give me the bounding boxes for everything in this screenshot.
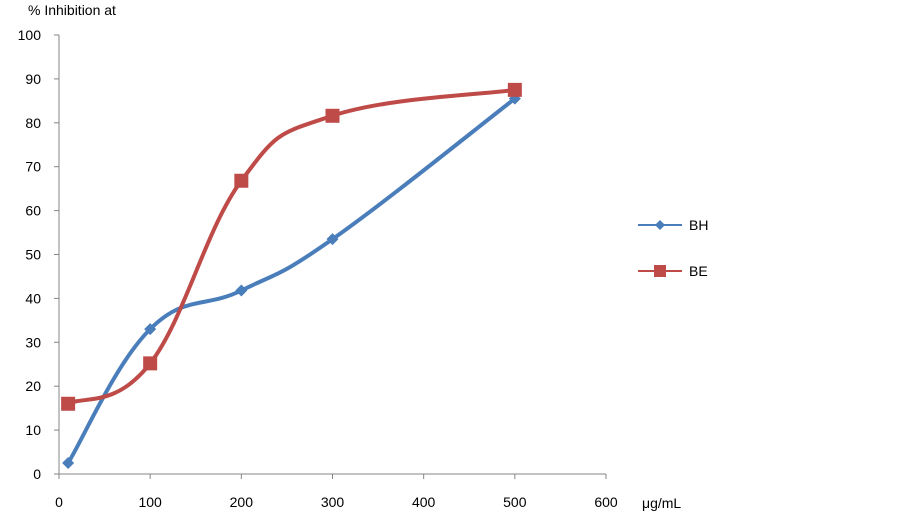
- series-be: [61, 82, 522, 411]
- y-axis-ticks: 0 10 20 30 40 50 60 70 80 90 100: [18, 27, 59, 482]
- series-bh: [62, 92, 521, 470]
- legend-label-be: BE: [689, 263, 708, 279]
- data-point-be: [507, 82, 522, 97]
- series-line-bh: [66, 96, 517, 466]
- y-tick-label: 30: [25, 334, 41, 350]
- data-point-be: [143, 356, 158, 371]
- x-tick-label: 300: [321, 494, 345, 510]
- x-axis-ticks: 0 100 200 300 400 500 600: [55, 474, 618, 510]
- y-tick-label: 50: [25, 247, 41, 263]
- y-axis-label: % Inhibition at: [28, 2, 116, 18]
- legend-item-be: BE: [638, 263, 708, 279]
- y-tick-label: 60: [25, 203, 41, 219]
- data-point-be: [325, 108, 340, 123]
- y-tick-label: 40: [25, 290, 41, 306]
- legend-marker-bh: [655, 220, 665, 230]
- x-tick-label: 500: [503, 494, 527, 510]
- data-point-bh: [235, 284, 248, 297]
- legend-item-bh: BH: [638, 217, 708, 233]
- x-tick-label: 200: [230, 494, 254, 510]
- y-tick-label: 90: [25, 71, 41, 87]
- y-tick-label: 10: [25, 422, 41, 438]
- x-tick-label: 0: [55, 494, 63, 510]
- data-point-bh: [144, 323, 157, 336]
- legend: BH BE: [638, 217, 708, 279]
- y-tick-label: 100: [18, 27, 42, 43]
- y-tick-label: 80: [25, 115, 41, 131]
- x-axis-label: μg/mL: [642, 495, 681, 511]
- data-point-bh: [326, 233, 339, 246]
- data-point-be: [234, 173, 249, 188]
- x-tick-label: 400: [412, 494, 436, 510]
- x-tick-label: 600: [594, 494, 618, 510]
- data-point-bh: [62, 457, 75, 470]
- series-layer: [61, 82, 522, 470]
- legend-marker-be: [654, 265, 666, 277]
- y-tick-label: 70: [25, 159, 41, 175]
- series-line-be: [66, 87, 517, 406]
- legend-label-bh: BH: [689, 217, 708, 233]
- data-point-be: [61, 396, 76, 411]
- y-tick-label: 0: [33, 466, 41, 482]
- y-tick-label: 20: [25, 378, 41, 394]
- x-tick-label: 100: [138, 494, 162, 510]
